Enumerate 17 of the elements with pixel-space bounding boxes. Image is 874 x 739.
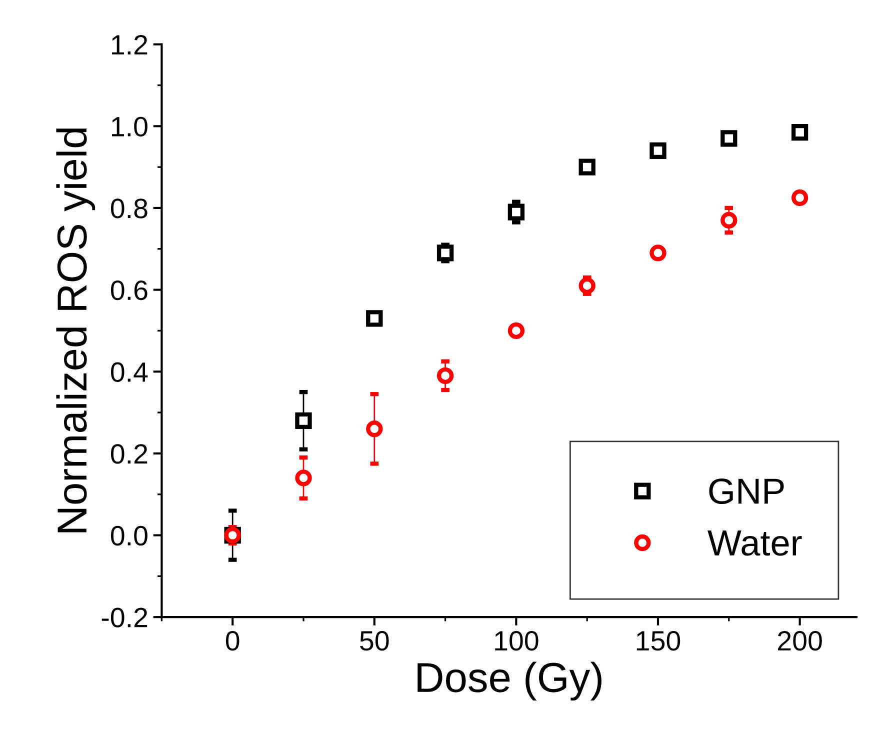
y-tick-label: 1.2 [112, 35, 148, 54]
y-tick-label: 0.2 [110, 444, 148, 464]
y-tick-label: -0.2 [102, 608, 148, 628]
y-tick-label: 1.0 [112, 116, 148, 136]
x-tick-label: 50 [360, 630, 389, 651]
y-tick-label: 0.4 [110, 362, 148, 382]
legend-label: Water [708, 530, 802, 556]
y-tick-label: 0.0 [110, 526, 148, 546]
y-tick-label: 0.6 [110, 280, 148, 300]
x-tick-label: 100 [495, 630, 538, 651]
x-tick-label: 0 [226, 630, 240, 651]
y-axis-title: Normalized ROS yield [56, 128, 96, 532]
x-axis-title: Dose (Gy) [418, 662, 602, 701]
y-tick-label: 0.8 [110, 198, 148, 218]
x-tick-label: 150 [636, 630, 680, 651]
legend-label: GNP [709, 478, 784, 504]
x-tick-label: 200 [778, 630, 822, 651]
